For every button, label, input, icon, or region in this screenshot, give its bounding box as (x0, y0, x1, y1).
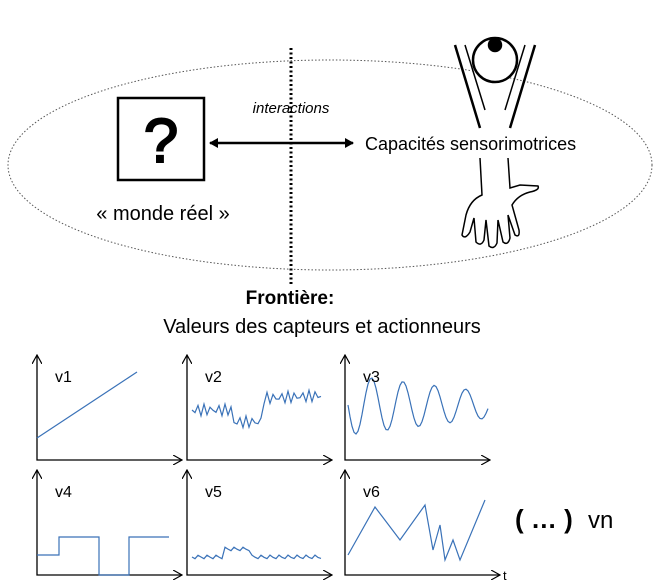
axes (187, 470, 332, 575)
signal-curve (191, 387, 322, 430)
signal-label: v3 (363, 369, 380, 386)
capacities-label: Capacités sensorimotrices (365, 134, 576, 154)
frontier-title: Frontière: (246, 288, 335, 309)
last-signal: vn (588, 507, 613, 534)
signal-curve (36, 371, 138, 439)
question-mark: ? (144, 107, 178, 176)
world-box (116, 96, 206, 182)
axes (37, 355, 182, 460)
signal-curve (347, 499, 486, 563)
signal-label: v5 (205, 484, 222, 501)
signal-curve (191, 546, 322, 560)
signal-label: v2 (205, 369, 222, 386)
signal-label: v1 (55, 369, 72, 386)
signal-curve (347, 377, 489, 435)
signal-label: v4 (55, 484, 72, 501)
world-label: « monde réel » (96, 203, 229, 225)
axes (345, 355, 490, 460)
hand-icon (461, 157, 540, 249)
time-axis-label: t (503, 568, 507, 580)
eye-icon (453, 36, 537, 129)
axes (37, 470, 182, 575)
axes (187, 355, 332, 460)
signal-label: v6 (363, 484, 380, 501)
axes (345, 470, 500, 575)
interactions-label: interactions (253, 100, 330, 117)
frontier-text: Valeurs des capteurs et actionneurs (163, 316, 481, 338)
ellipsis: ( … ) (515, 504, 573, 534)
world-ellipse (7, 59, 653, 271)
signal-curve (37, 536, 169, 576)
